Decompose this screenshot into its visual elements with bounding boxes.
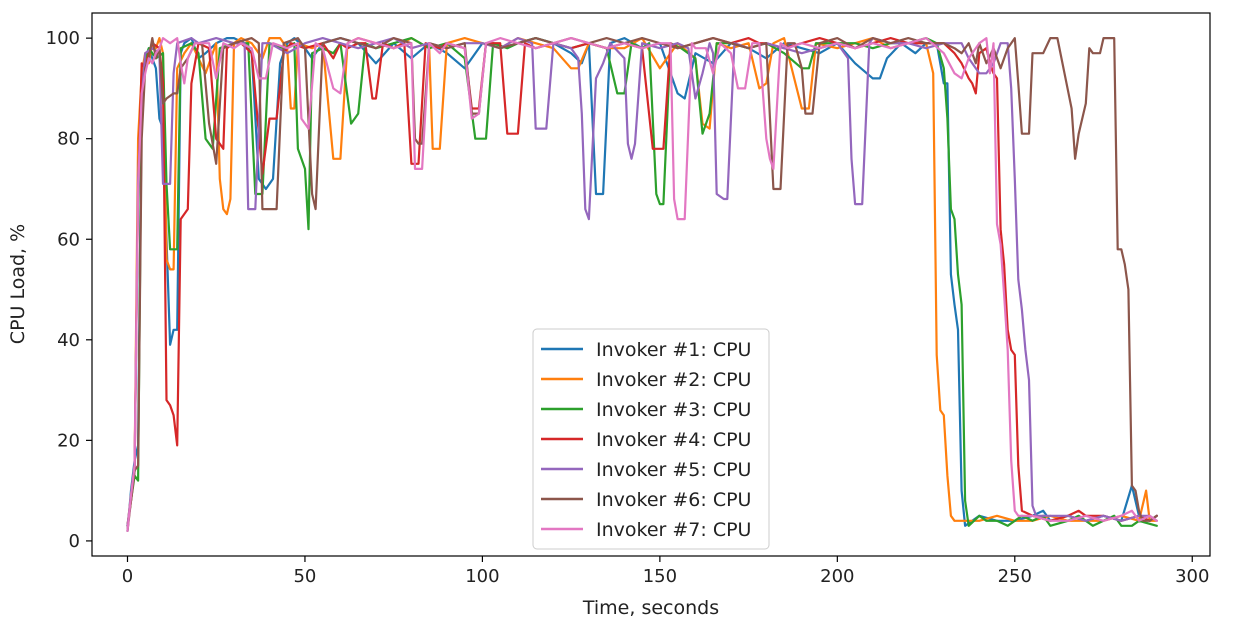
y-tick-label: 40 (57, 330, 80, 351)
series-layer (126, 37, 1158, 532)
legend-label-invoker-7: Invoker #7: CPU (596, 519, 751, 541)
y-tick-label: 0 (69, 531, 80, 552)
plot-frame (91, 12, 1211, 557)
series-line-invoker-6 (126, 37, 1158, 532)
series-line-invoker-5 (126, 37, 1158, 527)
legend-label-invoker-3: Invoker #3: CPU (596, 399, 751, 421)
y-tick-label: 80 (57, 129, 80, 150)
series-line-invoker-7 (126, 37, 1158, 532)
x-tick-label: 150 (643, 566, 677, 587)
legend-label-invoker-1: Invoker #1: CPU (596, 339, 751, 361)
legend-label-invoker-5: Invoker #5: CPU (596, 459, 751, 481)
y-axis-label: CPU Load, % (7, 224, 29, 344)
axis-ticks: 0 50 100 150 200 250 300 0 20 40 60 80 100 (46, 28, 1210, 587)
x-tick-label: 0 (122, 566, 133, 587)
x-tick-label: 300 (1175, 566, 1209, 587)
x-tick-label: 50 (293, 566, 316, 587)
y-tick-label: 100 (46, 28, 80, 49)
x-tick-label: 200 (820, 566, 854, 587)
y-tick-label: 20 (57, 430, 80, 451)
legend-label-invoker-2: Invoker #2: CPU (596, 369, 751, 391)
legend-box (532, 328, 770, 550)
y-tick-label: 60 (57, 229, 80, 250)
legend-label-invoker-6: Invoker #6: CPU (596, 489, 751, 511)
x-axis-label: Time, seconds (582, 597, 719, 619)
x-tick-label: 250 (998, 566, 1032, 587)
legend: Invoker #1: CPU Invoker #2: CPU Invoker #3… (532, 328, 770, 550)
series-line-invoker-1 (126, 37, 1158, 532)
x-tick-label: 100 (465, 566, 499, 587)
legend-label-invoker-4: Invoker #4: CPU (596, 429, 751, 451)
